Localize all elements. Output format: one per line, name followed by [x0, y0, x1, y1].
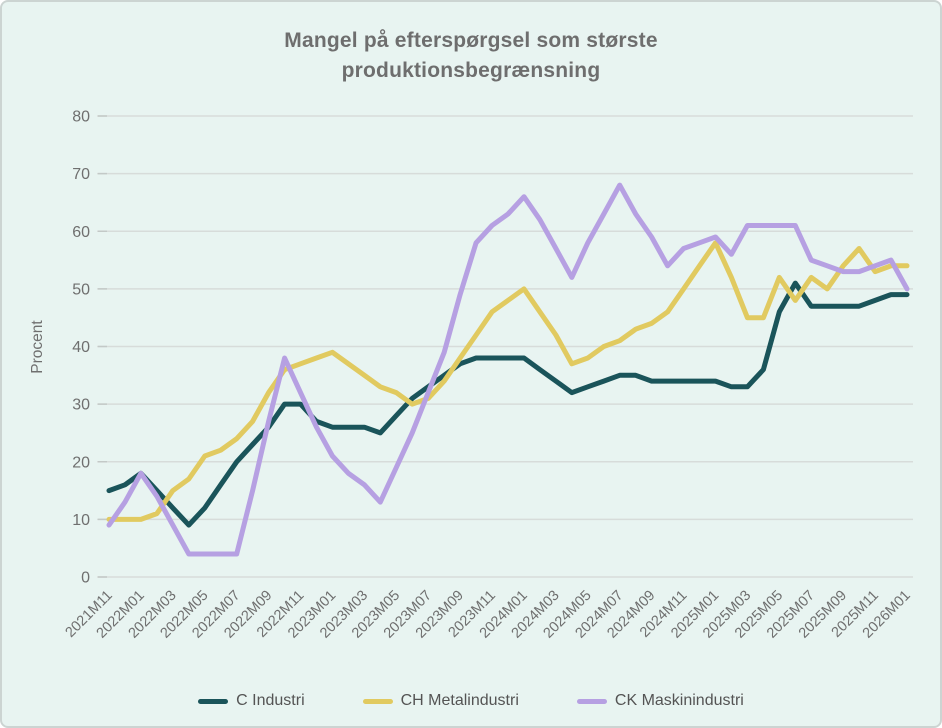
y-axis-label: Procent — [29, 320, 46, 374]
chart-legend: C Industri CH Metalindustri CK Maskinind… — [2, 692, 940, 710]
series-line-ch-metalindustri — [106, 240, 910, 522]
chart-title: Mangel på efterspørgsel som største prod… — [284, 29, 658, 83]
legend-swatch-ck-maskinindustri — [576, 698, 607, 704]
ytick-label: 80 — [72, 109, 90, 126]
legend-swatch-c-industri — [198, 698, 229, 704]
ytick-label: 30 — [72, 397, 90, 414]
series-line-c-industri — [106, 280, 910, 528]
legend-label: C Industri — [236, 692, 305, 709]
ytick-label: 40 — [72, 339, 90, 356]
legend-label: CH Metalindustri — [400, 692, 519, 709]
ytick-label: 0 — [81, 570, 90, 587]
ytick-label: 10 — [72, 512, 90, 529]
series-line-ck-maskinindustri — [106, 182, 910, 557]
legend-item-ck-maskinindustri: CK Maskinindustri — [576, 692, 744, 710]
ytick-label: 50 — [72, 281, 90, 298]
legend-item-ch-metalindustri: CH Metalindustri — [362, 692, 519, 710]
ytick-label: 20 — [72, 454, 90, 471]
ytick-label: 70 — [72, 166, 90, 183]
legend-label: CK Maskinindustri — [614, 692, 744, 709]
legend-swatch-ch-metalindustri — [362, 698, 393, 704]
legend-item-c-industri: C Industri — [198, 692, 305, 710]
ytick-label: 60 — [72, 224, 90, 241]
